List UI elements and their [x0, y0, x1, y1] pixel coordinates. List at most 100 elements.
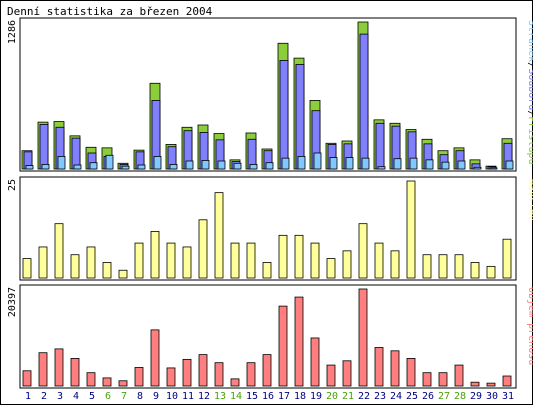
bar-middle-day-5 — [86, 246, 96, 279]
bar-middle-day-16 — [262, 262, 272, 279]
x-tick-label: 31 — [502, 391, 514, 402]
bar-pages-day-25 — [409, 157, 418, 170]
bar-bottom-day-19 — [310, 337, 320, 387]
x-tick-label: 26 — [422, 391, 434, 402]
bar-pages-day-18 — [297, 156, 306, 170]
bar-middle-day-14 — [230, 242, 240, 279]
x-tick-label: 9 — [153, 391, 159, 402]
bar-middle-day-11 — [182, 246, 192, 279]
bar-pages-day-7 — [121, 165, 130, 170]
bar-files-day-4 — [71, 137, 81, 170]
panel-middle: 25 Návštěv — [7, 176, 533, 281]
x-tick-label: 8 — [137, 391, 143, 402]
bar-pages-day-29 — [473, 166, 482, 170]
legend-separator: / — [526, 62, 533, 68]
bar-pages-day-5 — [89, 162, 98, 170]
bar-pages-day-16 — [265, 162, 274, 170]
chart-title: Denní statistika za březen 2004 — [7, 5, 213, 18]
bar-middle-day-28 — [454, 254, 464, 279]
legend-pages: Stránek — [526, 20, 533, 62]
bar-bottom-day-30 — [486, 382, 496, 387]
bar-pages-day-13 — [217, 160, 226, 170]
bar-bottom-day-25 — [406, 358, 416, 387]
bar-middle-day-18 — [294, 234, 304, 279]
bar-middle-day-17 — [278, 234, 288, 279]
bar-bottom-day-9 — [150, 329, 160, 387]
legend-separator: / — [526, 110, 533, 116]
x-tick-label: 15 — [246, 391, 258, 402]
bar-bottom-day-18 — [294, 296, 304, 387]
x-tick-label: 11 — [182, 391, 194, 402]
bar-files-day-2 — [39, 124, 49, 170]
bar-bottom-day-5 — [86, 372, 96, 387]
x-tick-label: 12 — [198, 391, 210, 402]
bar-pages-day-19 — [313, 152, 322, 170]
x-tick-label: 30 — [486, 391, 498, 402]
bar-pages-day-27 — [441, 161, 450, 170]
bar-files-day-22 — [359, 33, 369, 170]
bar-pages-day-23 — [377, 166, 386, 170]
bar-middle-day-12 — [198, 219, 208, 279]
bar-middle-day-2 — [38, 246, 48, 279]
x-tick-label: 18 — [294, 391, 306, 402]
bar-middle-day-26 — [422, 254, 432, 279]
bar-pages-day-6 — [105, 154, 114, 170]
x-tick-label: 28 — [454, 391, 466, 402]
x-tick-label: 7 — [121, 391, 127, 402]
bar-pages-day-17 — [281, 157, 290, 170]
x-tick-label: 10 — [166, 391, 178, 402]
bar-middle-day-20 — [326, 258, 336, 279]
bar-bottom-day-15 — [246, 362, 256, 387]
bar-bottom-day-20 — [326, 364, 336, 387]
legend-middle: Návštěv — [526, 179, 533, 221]
bar-middle-day-23 — [374, 242, 384, 279]
x-tick-label: 22 — [358, 391, 370, 402]
x-tick-label: 23 — [374, 391, 386, 402]
bar-files-day-18 — [295, 64, 305, 170]
x-tick-label: 21 — [342, 391, 354, 402]
bar-middle-day-8 — [134, 242, 144, 279]
y-max-label: 1286 — [7, 20, 18, 44]
bar-pages-day-3 — [57, 156, 66, 170]
bar-middle-day-3 — [54, 223, 64, 279]
bar-pages-day-31 — [505, 160, 514, 170]
x-tick-label: 13 — [214, 391, 226, 402]
bar-middle-day-31 — [502, 238, 512, 279]
x-tick-label: 27 — [438, 391, 450, 402]
bar-pages-day-22 — [361, 157, 370, 170]
bar-middle-day-19 — [310, 242, 320, 279]
bar-middle-day-4 — [70, 254, 80, 279]
bar-pages-day-30 — [489, 167, 498, 170]
bar-bottom-day-7 — [118, 380, 128, 387]
x-tick-label: 5 — [89, 391, 95, 402]
bar-pages-day-8 — [137, 164, 146, 170]
bar-bottom-day-10 — [166, 367, 176, 387]
bar-files-day-17 — [279, 60, 289, 170]
bar-bottom-day-22 — [358, 288, 368, 387]
bar-bottom-day-23 — [374, 347, 384, 387]
legend-top: Stránek/Souborů/Přístupů — [526, 20, 533, 165]
panel-top: 1286 Stránek/Souborů/Přístupů — [7, 17, 533, 172]
bars — [22, 288, 512, 387]
x-tick-label: 25 — [406, 391, 418, 402]
bar-pages-day-15 — [249, 164, 258, 170]
bar-middle-day-15 — [246, 242, 256, 279]
bar-pages-day-28 — [457, 160, 466, 170]
legend-bottom: Objem přenosu — [526, 287, 533, 365]
bar-bottom-day-6 — [102, 377, 112, 387]
x-tick-label: 20 — [326, 391, 338, 402]
bar-bottom-day-27 — [438, 372, 448, 387]
bar-pages-day-11 — [185, 160, 194, 170]
x-tick-label: 16 — [262, 391, 274, 402]
bar-bottom-day-26 — [422, 372, 432, 387]
bar-middle-day-13 — [214, 192, 224, 279]
bar-bottom-day-31 — [502, 375, 512, 387]
bar-pages-day-24 — [393, 158, 402, 170]
bar-pages-day-10 — [169, 164, 178, 170]
bar-bottom-day-14 — [230, 378, 240, 387]
bar-bottom-day-2 — [38, 352, 48, 387]
bar-bottom-day-4 — [70, 358, 80, 387]
bar-bottom-day-3 — [54, 348, 64, 387]
legend-hits: Přístupů — [526, 116, 533, 164]
